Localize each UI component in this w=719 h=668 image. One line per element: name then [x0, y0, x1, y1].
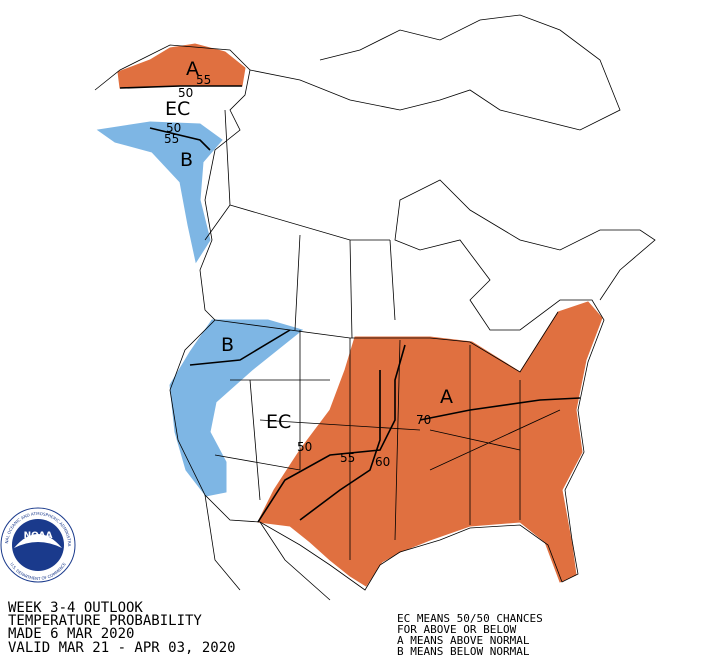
- logo-gull: [14, 534, 62, 548]
- contour-label: 60: [375, 455, 390, 469]
- contour-label: 70: [416, 413, 431, 427]
- region-label: B: [180, 149, 193, 171]
- contour-line: [419, 397, 581, 421]
- title-line: WEEK 3-4 OUTLOOK: [8, 600, 143, 616]
- contour-line: [119, 85, 242, 89]
- contour-line: [189, 329, 291, 366]
- contour-label: 50: [166, 121, 181, 135]
- below-region-alaska: [96, 121, 223, 264]
- contour-label: 55: [164, 132, 179, 146]
- region-label: A: [440, 386, 453, 408]
- title-line: MADE 6 MAR 2020: [8, 626, 134, 642]
- contour-label: 50: [297, 440, 312, 454]
- contour-line: [149, 127, 211, 151]
- logo-name: NOAA: [24, 531, 53, 541]
- mexico-outline: [204, 494, 331, 601]
- title-line: TEMPERATURE PROBABILITY: [8, 613, 202, 629]
- coastline: [94, 44, 656, 591]
- region-label: EC: [165, 98, 190, 120]
- legend-line: A MEANS ABOVE NORMAL: [397, 634, 530, 647]
- arctic-coast: [249, 14, 621, 131]
- region-label: B: [221, 334, 234, 356]
- contour-label: 50: [178, 86, 193, 100]
- region-label: EC: [266, 411, 291, 433]
- legend-line: B MEANS BELOW NORMAL: [397, 645, 530, 658]
- state-lines: [214, 330, 561, 560]
- contour-label: 55: [340, 451, 355, 465]
- contour-line: [257, 344, 406, 523]
- title-line: VALID MAR 21 - APR 03, 2020: [8, 640, 236, 656]
- us-canada-border: [214, 311, 559, 373]
- contour-line: [299, 370, 381, 521]
- legend-line: EC MEANS 50/50 CHANCES: [397, 612, 543, 625]
- region-label: A: [186, 58, 199, 80]
- logo-disc: [12, 519, 64, 571]
- legend-line: FOR ABOVE OR BELOW: [397, 623, 517, 636]
- contour-label: 55: [196, 73, 211, 87]
- province-lines: [204, 109, 396, 339]
